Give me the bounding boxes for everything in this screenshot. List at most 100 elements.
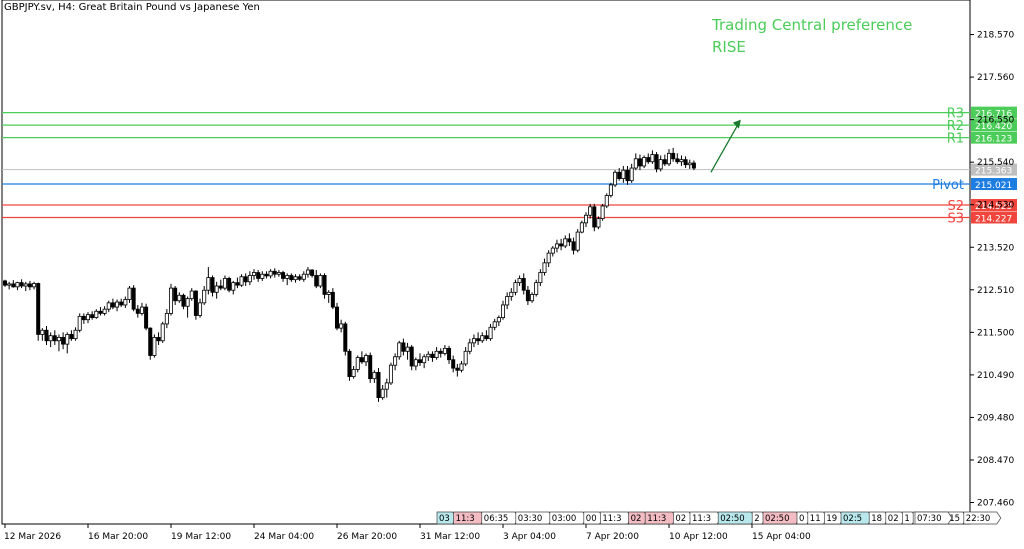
trading-central-preference: RISE xyxy=(712,38,746,56)
candle-body xyxy=(691,162,696,169)
candle xyxy=(251,269,256,280)
candles xyxy=(3,147,696,402)
candle xyxy=(567,233,572,246)
candle-body xyxy=(467,342,472,352)
candle-body xyxy=(115,301,120,308)
trading-central-title: Trading Central preference xyxy=(712,16,913,34)
candle-body xyxy=(633,158,638,169)
candle xyxy=(32,281,37,290)
candle-body xyxy=(251,272,256,276)
candle-body xyxy=(214,285,219,293)
candle xyxy=(513,279,518,296)
candle-body xyxy=(563,238,568,247)
candle-body xyxy=(530,294,535,302)
candle-body xyxy=(687,162,692,166)
candle xyxy=(596,216,601,230)
candle-body xyxy=(417,359,422,364)
level-label-s2: S2 xyxy=(947,199,964,214)
candle xyxy=(272,268,277,278)
candle-body xyxy=(492,321,497,328)
candle xyxy=(322,273,327,299)
candle xyxy=(318,273,323,289)
candle-body xyxy=(256,272,261,279)
candle-body xyxy=(44,329,49,342)
candle-body xyxy=(156,336,161,342)
candle-body xyxy=(177,294,182,302)
candle-body xyxy=(198,302,203,316)
time-marker-label: 02 xyxy=(675,514,686,524)
candle xyxy=(505,292,510,310)
candle xyxy=(106,300,111,313)
plot-area-border xyxy=(1,0,971,525)
candle xyxy=(23,281,28,292)
candle xyxy=(115,299,120,312)
candle-body xyxy=(447,347,452,361)
candle-body xyxy=(193,290,198,316)
candle-body xyxy=(592,206,597,228)
candle xyxy=(650,150,655,164)
candle xyxy=(98,307,103,316)
pivot-levels: 215.363 R3 216.716 R2 216.420 R1 216.123 Pivot 2… xyxy=(2,106,1017,226)
candle xyxy=(119,298,124,308)
candle-body xyxy=(629,167,634,182)
candle xyxy=(164,309,169,329)
candle-body xyxy=(48,335,53,342)
candle-body xyxy=(517,278,522,284)
candle-body xyxy=(52,335,57,342)
x-tick-label: 26 Mar 20:00 xyxy=(337,532,397,542)
x-tick-label: 15 Apr 04:00 xyxy=(752,532,811,542)
candle xyxy=(642,155,647,169)
candle xyxy=(243,273,248,287)
candle-body xyxy=(646,157,651,163)
candle xyxy=(637,154,642,171)
y-tick-label: 214.530 xyxy=(977,201,1014,211)
candle xyxy=(571,237,576,255)
candle-body xyxy=(40,329,45,335)
candle-body xyxy=(393,356,398,366)
candle xyxy=(90,311,95,320)
candle-body xyxy=(567,238,572,243)
candle xyxy=(160,321,165,343)
candle xyxy=(339,319,344,333)
candle xyxy=(592,203,597,232)
candle-body xyxy=(376,371,381,399)
candle-body xyxy=(538,272,543,284)
candle-body xyxy=(32,283,37,288)
candle-body xyxy=(189,290,194,300)
candle xyxy=(44,326,49,345)
candle xyxy=(546,250,551,268)
candle xyxy=(276,270,281,277)
candle-body xyxy=(683,159,688,166)
plot-frame xyxy=(1,0,971,525)
candle-body xyxy=(231,282,236,291)
candle xyxy=(372,370,377,383)
candle xyxy=(227,276,232,293)
candle-body xyxy=(604,195,609,207)
candle xyxy=(61,332,66,350)
candle xyxy=(417,353,422,367)
candle xyxy=(500,300,505,320)
current-price-label-bg xyxy=(971,163,1017,176)
candle-body xyxy=(185,298,190,307)
candle xyxy=(110,298,115,310)
candle-body xyxy=(617,171,622,179)
candle-body xyxy=(409,346,414,367)
candle xyxy=(289,273,294,282)
candle-body xyxy=(36,283,41,335)
candle xyxy=(123,296,128,308)
level-price-s3: 214.227 xyxy=(975,214,1012,224)
candle-body xyxy=(218,285,223,289)
candle xyxy=(256,270,261,282)
candle xyxy=(94,309,99,319)
x-tick-label: 3 Apr 04:00 xyxy=(503,532,556,542)
candle-body xyxy=(23,283,28,287)
candle-body xyxy=(322,275,327,295)
candle xyxy=(662,154,667,166)
candle xyxy=(588,203,593,219)
candle xyxy=(359,351,364,364)
y-tick-label: 211.500 xyxy=(977,328,1014,338)
candle xyxy=(73,327,78,341)
candle xyxy=(301,271,306,282)
